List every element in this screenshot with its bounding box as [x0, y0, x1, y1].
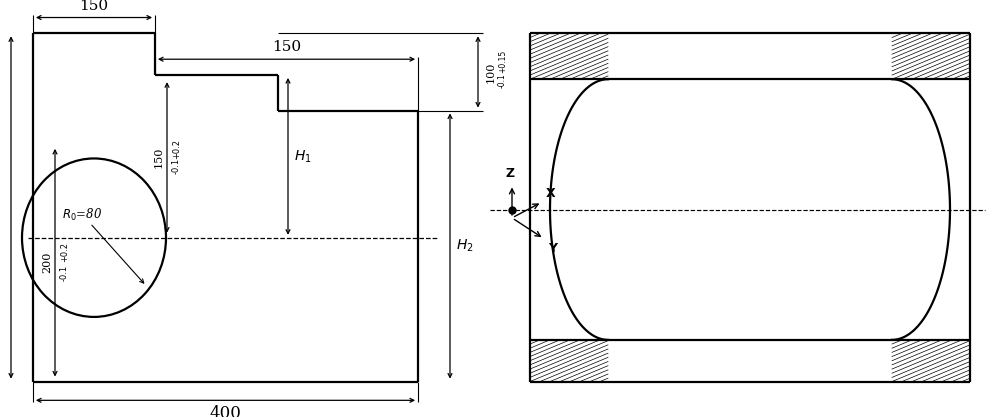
- Text: -0.1: -0.1: [172, 158, 181, 174]
- Text: +0.2: +0.2: [60, 242, 69, 262]
- Text: $R_0$=80: $R_0$=80: [62, 207, 102, 223]
- Text: 200: 200: [42, 252, 52, 274]
- Text: $H_1$: $H_1$: [294, 148, 312, 165]
- Text: 150: 150: [272, 40, 301, 54]
- Text: 100: 100: [486, 61, 496, 83]
- Text: -0.1: -0.1: [60, 265, 69, 281]
- Text: $H_0$: $H_0$: [0, 199, 1, 216]
- Text: 400: 400: [210, 405, 241, 417]
- Text: +0.2: +0.2: [172, 139, 181, 159]
- Text: 150: 150: [79, 0, 109, 13]
- Text: $H_2$: $H_2$: [456, 238, 474, 254]
- Text: -0.1: -0.1: [498, 73, 507, 88]
- Text: X: X: [546, 186, 556, 200]
- Text: +0.15: +0.15: [498, 50, 507, 73]
- Text: Z: Z: [505, 167, 515, 180]
- Text: 150: 150: [154, 147, 164, 168]
- Text: Y: Y: [548, 242, 557, 255]
